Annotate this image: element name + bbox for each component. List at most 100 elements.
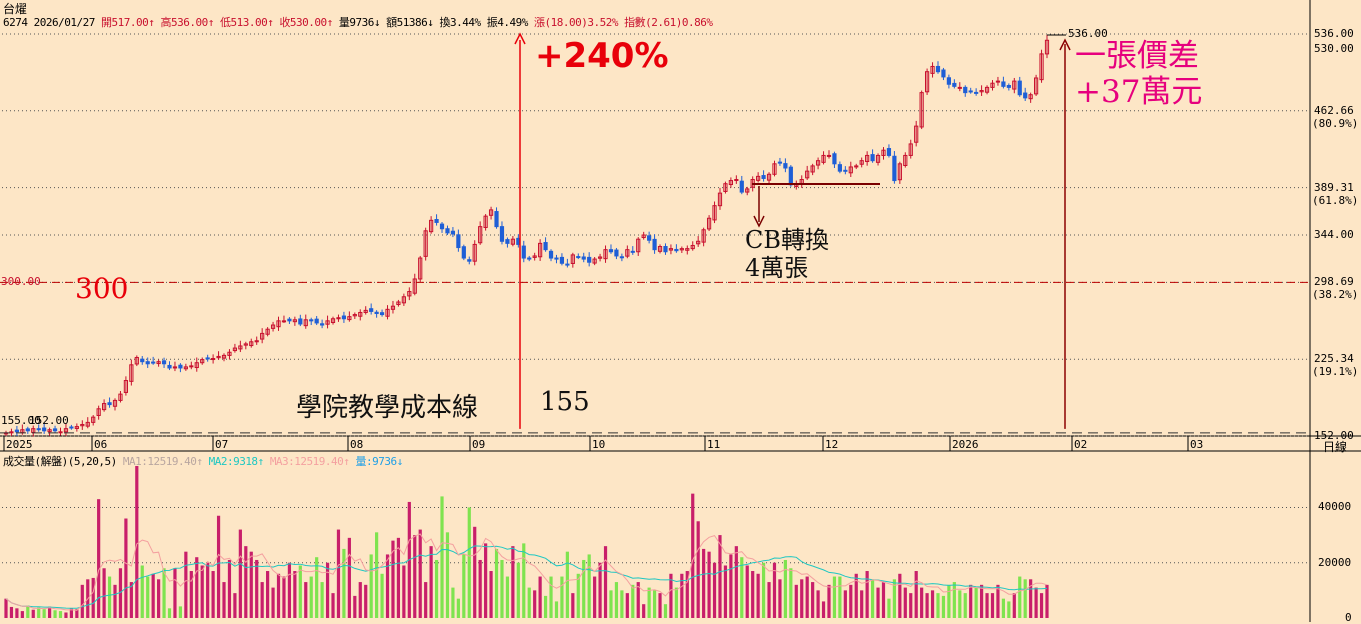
candle-body — [865, 154, 870, 163]
volume-bar — [903, 587, 907, 618]
cb-label: CB轉換 4萬張 — [745, 226, 829, 282]
volume-bar — [451, 587, 455, 618]
volume-bar — [979, 584, 984, 618]
candle-body — [151, 361, 156, 364]
time-tick-label: 2026 — [952, 438, 979, 451]
low-left-label: 152.00 — [29, 414, 69, 427]
volume-bar — [48, 606, 52, 618]
index-label: 指數(2.61)0.86% — [624, 16, 713, 29]
candle-body — [178, 364, 183, 369]
volume-bar — [898, 573, 902, 618]
volume-bar — [849, 584, 853, 618]
volume-bar — [745, 565, 749, 618]
candle-body — [47, 429, 52, 433]
candle-body — [919, 92, 924, 128]
volume-bar — [756, 573, 760, 618]
candle-body — [330, 318, 336, 324]
volume-bar — [238, 529, 242, 618]
volume-bar — [276, 573, 281, 618]
volume-bar — [4, 598, 8, 618]
candle-body — [325, 320, 330, 325]
volume-bar — [996, 584, 1000, 618]
volume-bar — [565, 551, 569, 618]
candle-body — [914, 125, 919, 143]
volume-bar — [37, 607, 41, 618]
candle-body — [930, 65, 935, 74]
volume-bar — [969, 584, 973, 618]
candle-body — [783, 163, 788, 169]
candle-body — [1017, 80, 1022, 96]
candle-body — [565, 263, 570, 266]
candle-body — [946, 77, 951, 85]
candle-body — [505, 239, 510, 244]
volume-bar — [811, 582, 815, 618]
candle-body — [369, 308, 374, 312]
volume-bar — [952, 582, 956, 618]
candle-body — [603, 249, 608, 260]
candle-body — [538, 242, 543, 258]
candle-body — [494, 211, 499, 228]
candle-body — [96, 408, 101, 416]
volume-bar — [358, 582, 362, 618]
volume-bar — [1023, 579, 1027, 618]
volume-bar — [663, 604, 668, 618]
candle-body — [881, 149, 886, 156]
volume-bar — [805, 576, 809, 618]
volume-bar — [484, 543, 488, 618]
volume-bars — [4, 466, 1049, 618]
candle-body — [870, 154, 875, 162]
candle-body — [652, 238, 657, 251]
volume-bar — [816, 590, 820, 618]
time-tick-label: 07 — [215, 438, 229, 451]
cost-left-label: 155.00 152.00 — [1, 414, 69, 427]
candle-body — [194, 362, 199, 369]
volume-bar — [511, 546, 515, 618]
volume-bar — [69, 608, 74, 618]
candle-body — [1001, 81, 1006, 87]
candle-body — [309, 319, 314, 322]
volume-bar — [527, 587, 531, 618]
time-tick-label: 09 — [472, 438, 486, 451]
candle-body — [352, 314, 357, 317]
volume-bar — [549, 576, 553, 618]
volume-title: 成交量(解盤)(5,20,5) — [3, 455, 117, 468]
volume-bar — [162, 568, 166, 618]
candle-body — [570, 254, 575, 264]
candle-body — [91, 416, 96, 423]
candle-body — [810, 165, 815, 173]
volume-bar — [260, 582, 264, 618]
volume-bar — [189, 571, 193, 618]
candle-body — [875, 154, 881, 163]
period-label[interactable]: 日線 — [1323, 440, 1348, 454]
volume-bar — [489, 571, 493, 618]
volume-bar — [636, 582, 640, 618]
candle-body — [766, 173, 772, 181]
volume-bar — [778, 579, 782, 618]
candle-body — [685, 248, 690, 251]
time-tick-label: 10 — [592, 438, 606, 451]
candle-body — [984, 86, 990, 93]
candle-body — [52, 428, 58, 432]
candle-body — [221, 354, 227, 359]
candle-body — [123, 380, 129, 393]
candle-body — [58, 431, 63, 434]
candle-body — [276, 320, 281, 328]
candle-body — [379, 312, 385, 316]
candle-body — [80, 423, 85, 427]
annotations — [0, 32, 1310, 434]
volume-bar — [244, 546, 248, 618]
volume-bar — [887, 598, 891, 618]
volume-bar — [593, 576, 597, 618]
volume-bar — [157, 579, 161, 618]
volume-bar — [603, 546, 608, 618]
volume-bar — [821, 601, 826, 618]
candle-body — [314, 318, 319, 324]
candle-body — [935, 65, 941, 73]
candle-body — [488, 209, 494, 216]
spread-label: 一張價差 +37萬元 — [1075, 38, 1203, 110]
volume-bar — [424, 582, 428, 618]
candle-body — [848, 166, 853, 174]
volume-bar — [505, 576, 510, 618]
candle-body — [396, 301, 401, 306]
volume-bar — [473, 526, 477, 618]
